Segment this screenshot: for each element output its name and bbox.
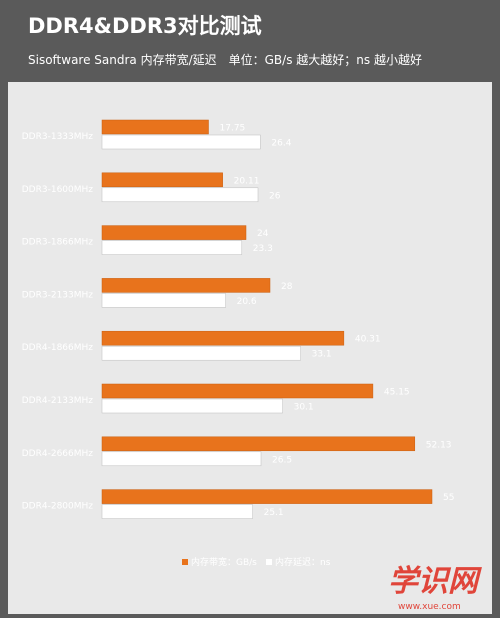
category-label: DDR3-1866MHz — [22, 238, 94, 248]
category-label: DDR4-2800MHz — [22, 502, 94, 512]
data-label-latency: 26 — [269, 191, 281, 201]
watermark-logo: 学识网 www.xue.com — [388, 564, 482, 612]
bar-latency — [101, 240, 243, 255]
bar-latency — [101, 134, 261, 150]
data-label-bandwidth: 17.75 — [220, 124, 246, 134]
legend-label-bandwidth: 内存带宽：GB/s — [191, 556, 257, 568]
bar-bandwidth — [101, 225, 247, 240]
bar-bandwidth — [101, 383, 374, 399]
data-label-latency: 26.4 — [271, 139, 291, 149]
legend-swatch-latency — [266, 559, 272, 565]
data-label-bandwidth: 40.31 — [355, 335, 381, 345]
data-label-bandwidth: 28 — [281, 282, 293, 292]
data-label-bandwidth: 45.15 — [384, 388, 410, 398]
chart-subtitle: Sisoftware Sandra 内存带宽/延迟 单位：GB/s 越大越好；n… — [28, 52, 422, 67]
bar-bandwidth — [101, 172, 223, 188]
bar-bandwidth — [101, 278, 271, 293]
data-label-bandwidth: 52.13 — [426, 440, 452, 450]
bar-bandwidth — [101, 436, 416, 452]
category-label: DDR3-1600MHz — [22, 185, 94, 195]
category-labels: DDR3-1333MHz DDR3-1600MHz DDR3-1866MHz DDR3… — [22, 132, 94, 512]
bar-latency — [101, 187, 259, 203]
data-label-bandwidth: 55 — [443, 493, 454, 503]
legend-swatch-bandwidth — [182, 559, 188, 565]
value-labels: 17.75 26.4 20.11 26 24 23.3 28 20.6 40.31 33.1 45.… — [220, 124, 455, 519]
bar-latency — [101, 293, 226, 308]
legend-label-latency: 内存延迟：ns — [275, 556, 331, 568]
bar-bandwidth — [101, 119, 209, 135]
data-label-bandwidth: 20.11 — [234, 176, 260, 186]
bar-latency — [101, 398, 283, 414]
watermark-text: 学识网 — [388, 564, 482, 599]
bar-latency — [101, 504, 253, 519]
data-label-latency: 26.5 — [272, 455, 292, 465]
data-label-bandwidth: 24 — [257, 229, 269, 239]
category-label: DDR4-2666MHz — [22, 449, 94, 459]
category-label: DDR4-2133MHz — [22, 396, 94, 406]
category-label: DDR4-1866MHz — [22, 343, 94, 353]
chart-title: DDR4&DDR3对比测试 — [28, 14, 262, 38]
data-label-latency: 33.1 — [312, 350, 332, 360]
category-label: DDR3-2133MHz — [22, 290, 94, 300]
bars — [101, 119, 433, 519]
bar-latency — [101, 345, 301, 361]
data-label-latency: 20.6 — [237, 297, 257, 307]
category-label: DDR3-1333MHz — [22, 132, 94, 142]
data-label-latency: 23.3 — [253, 244, 273, 254]
data-label-latency: 25.1 — [264, 508, 284, 518]
bar-bandwidth — [101, 330, 345, 346]
data-label-latency: 30.1 — [294, 403, 314, 413]
bar-bandwidth — [101, 489, 433, 504]
watermark-url: www.xue.com — [398, 602, 461, 612]
legend: 内存带宽：GB/s 内存延迟：ns — [182, 556, 331, 568]
bar-latency — [101, 451, 262, 467]
